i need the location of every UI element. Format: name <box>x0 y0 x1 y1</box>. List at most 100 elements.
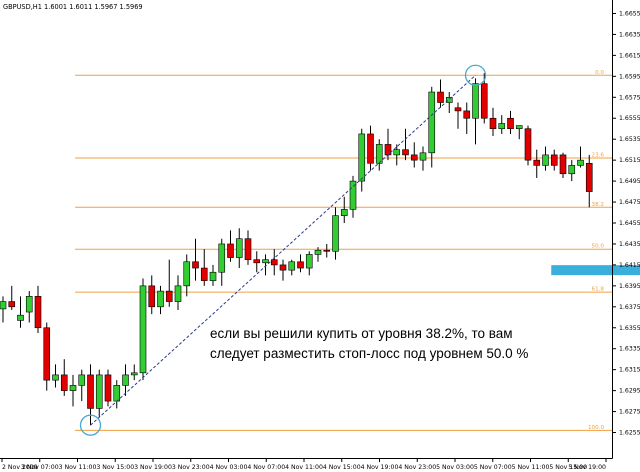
chart-title: GBPUSD,H1 1.6001 1.6011 1.5967 1.5969 <box>3 3 143 11</box>
candle-body-3 <box>25 296 33 313</box>
fib-label-4: 61.8 <box>592 287 605 293</box>
candle-body-37 <box>323 249 331 252</box>
candle-body-43 <box>375 144 383 164</box>
candle-body-48 <box>419 152 427 161</box>
marker-circle-1 <box>464 64 487 86</box>
candle-body-30 <box>262 259 269 264</box>
candle-body-32 <box>279 264 287 271</box>
y-tick-label-9: 1.6475 <box>619 199 640 206</box>
fib-label-0: 0.0 <box>595 70 604 76</box>
y-tick-label-16: 1.6335 <box>619 346 640 353</box>
candle-body-60 <box>524 128 532 161</box>
candle-body-49 <box>428 91 436 154</box>
candle-body-57 <box>498 123 506 130</box>
candle-body-58 <box>507 117 514 130</box>
candle-body-20 <box>174 285 182 302</box>
candle-body-50 <box>437 91 444 103</box>
x-tick-label-13: 5 Nov 07:00 <box>474 464 512 471</box>
x-tick-label-9: 4 Nov 15:00 <box>323 464 361 471</box>
fibonacci-levels: 0.0 23.6 38.2 50.0 61.8 100.0 <box>75 70 612 431</box>
x-tick-label-10: 4 Nov 19:00 <box>361 464 399 471</box>
candle-body-16 <box>139 285 147 374</box>
candle-body-31 <box>270 259 278 266</box>
y-tick-label-6: 1.6535 <box>619 136 640 143</box>
y-tick-label-1: 1.6635 <box>619 31 640 38</box>
x-tick-label-12: 5 Nov 03:00 <box>436 464 474 471</box>
x-tick-label-8: 4 Nov 11:00 <box>285 464 323 471</box>
candle-body-19 <box>165 290 173 302</box>
candle-body-25 <box>218 243 226 273</box>
candle-body-56 <box>489 117 497 130</box>
candle-body-64 <box>559 154 567 175</box>
fib-label-1: 23.6 <box>592 153 605 159</box>
candle-body-29 <box>253 259 261 264</box>
y-tick-label-5: 1.6555 <box>619 115 640 122</box>
y-tick-label-3: 1.6595 <box>619 73 640 80</box>
candle-body-46 <box>402 149 409 156</box>
x-tick-label-3: 3 Nov 15:00 <box>96 464 134 471</box>
candle-body-22 <box>192 261 199 269</box>
y-tick-label-4: 1.6575 <box>619 94 640 101</box>
y-tick-label-14: 1.6375 <box>619 304 640 311</box>
candle-body-52 <box>454 107 462 112</box>
marker-circle-0 <box>79 414 102 436</box>
candle-body-13 <box>113 385 121 402</box>
candle-body-35 <box>305 254 313 269</box>
stop-zone <box>551 265 640 276</box>
candle-body-38 <box>332 215 339 252</box>
candle-body-59 <box>515 125 523 130</box>
y-tick-label-13: 1.6395 <box>619 283 640 290</box>
x-tick-label-16: 5 Nov 19:00 <box>568 464 606 471</box>
y-tick-label-17: 1.6315 <box>619 367 640 374</box>
x-tick-label-15: 5 Nov 15:00 <box>549 464 587 471</box>
candle-body-34 <box>297 261 304 269</box>
x-tick-label-4: 3 Nov 19:00 <box>134 464 172 471</box>
candle-body-61 <box>533 159 541 166</box>
candle-body-27 <box>235 238 243 258</box>
candle-body-7 <box>60 374 68 391</box>
price-axis: 1.6655 1.6635 1.6615 1.6595 1.6575 1.6555 1.65… <box>612 10 640 437</box>
candle-body-4 <box>34 296 42 329</box>
candle-body-40 <box>349 180 357 210</box>
candle-body-23 <box>200 267 208 281</box>
trend-line-dashed <box>90 74 476 426</box>
y-tick-label-15: 1.6355 <box>619 325 640 332</box>
candle-body-0 <box>0 301 7 310</box>
y-tick-label-20: 1.6255 <box>619 430 640 437</box>
candle-body-11 <box>95 374 103 409</box>
fib-label-2: 38.2 <box>592 202 604 208</box>
x-tick-label-1: 3 Nov 07:00 <box>21 464 59 471</box>
candle-body-44 <box>384 144 392 156</box>
x-tick-label-5: 3 Nov 23:00 <box>172 464 210 471</box>
candle-body-63 <box>550 154 558 166</box>
x-tick-label-2: 3 Nov 11:00 <box>59 464 97 471</box>
candle-body-65 <box>568 165 576 175</box>
candle-body-26 <box>227 243 234 258</box>
candle-body-39 <box>340 209 348 216</box>
candle-body-9 <box>78 374 86 386</box>
candle-body-24 <box>209 271 217 281</box>
candle-body-42 <box>367 133 374 164</box>
candle-body-51 <box>445 96 453 103</box>
candle-body-17 <box>148 285 156 308</box>
x-tick-label-14: 5 Nov 11:00 <box>512 464 550 471</box>
y-tick-label-11: 1.6435 <box>619 241 640 248</box>
candles <box>0 73 593 426</box>
candle-body-18 <box>157 290 164 308</box>
trend-line <box>90 74 476 426</box>
candle-body-8 <box>69 385 77 391</box>
x-tick-label-6: 4 Nov 03:00 <box>210 464 248 471</box>
candle-body-54 <box>472 83 479 119</box>
x-tick-label-7: 4 Nov 07:00 <box>247 464 285 471</box>
candle-body-14 <box>122 374 129 386</box>
candle-body-28 <box>244 238 252 260</box>
candle-body-36 <box>314 249 322 255</box>
y-tick-label-19: 1.6275 <box>619 409 640 416</box>
y-tick-label-18: 1.6295 <box>619 388 640 395</box>
candle-body-66 <box>577 159 584 166</box>
y-tick-label-10: 1.6455 <box>619 220 640 227</box>
y-tick-label-0: 1.6655 <box>619 10 640 17</box>
